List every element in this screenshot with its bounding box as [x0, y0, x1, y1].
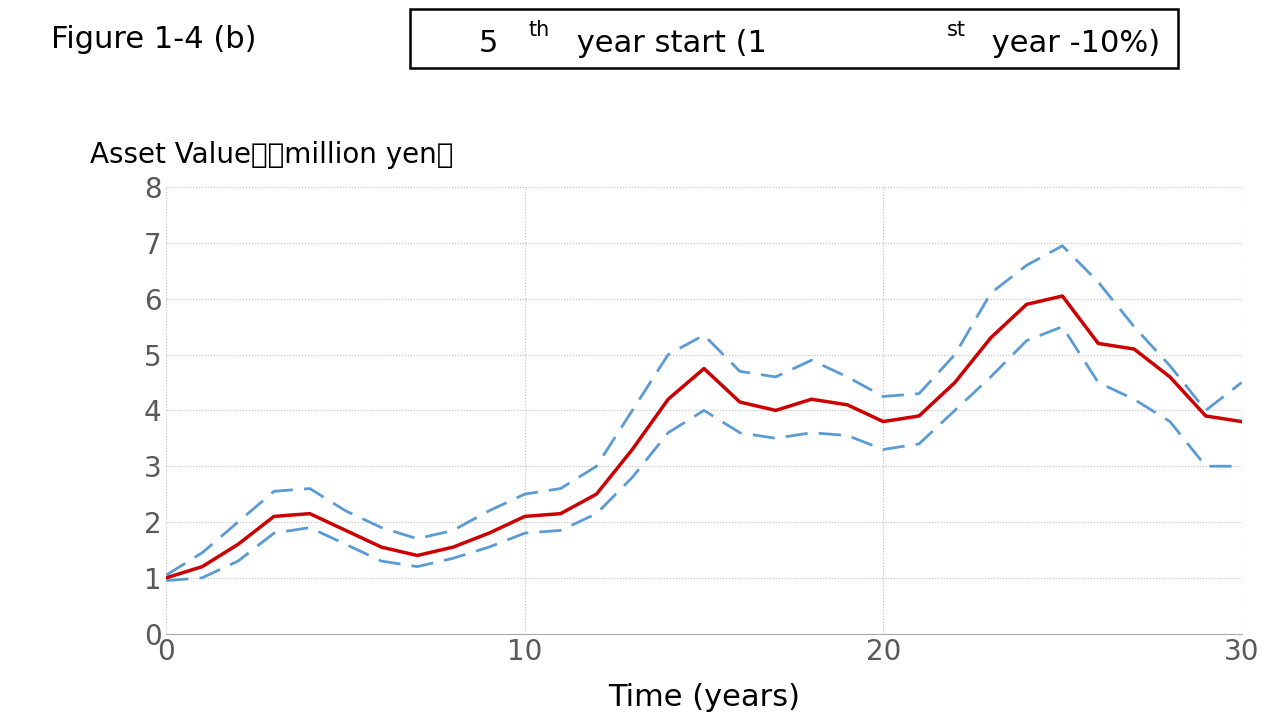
Text: Asset Value　（million yen）: Asset Value （million yen）: [90, 141, 453, 168]
Text: Figure 1-4 (b): Figure 1-4 (b): [51, 25, 257, 54]
Text: 5: 5: [479, 29, 498, 58]
Text: th: th: [529, 20, 550, 40]
Text: year -10%): year -10%): [982, 29, 1160, 58]
Text: st: st: [947, 20, 966, 40]
X-axis label: Time (years): Time (years): [608, 683, 800, 712]
Text: year start (1: year start (1: [567, 29, 767, 58]
